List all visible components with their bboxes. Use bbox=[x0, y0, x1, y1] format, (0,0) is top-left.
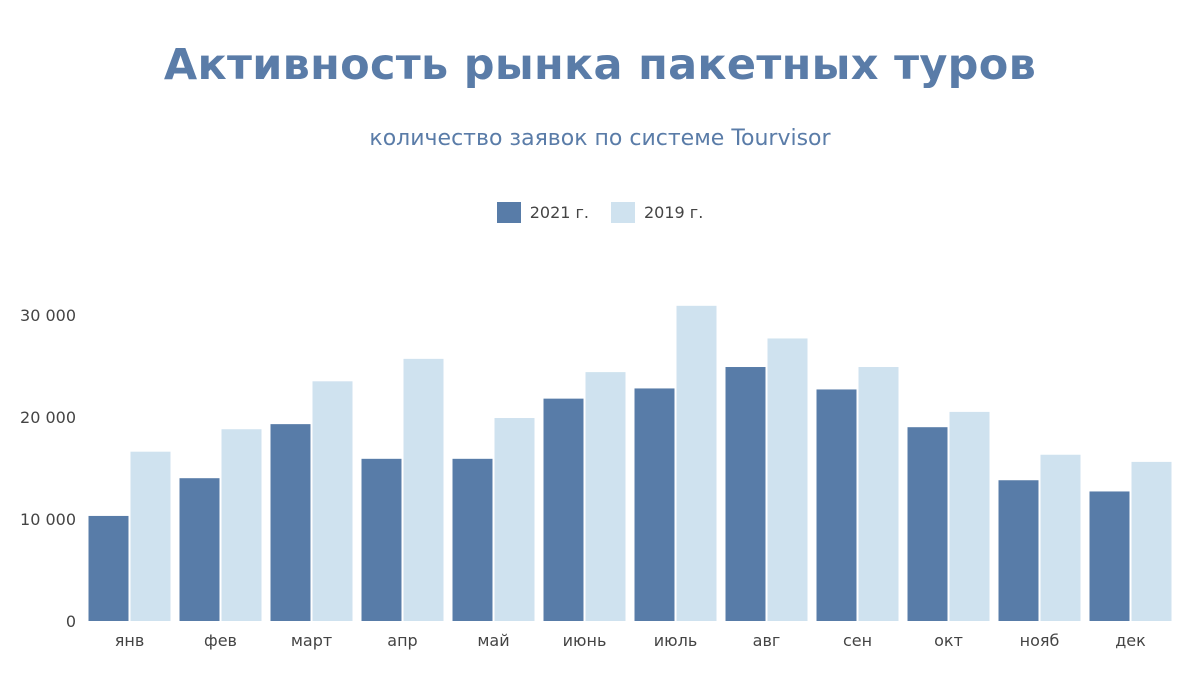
x-tick-label: апр bbox=[387, 631, 417, 650]
chart-title: Активность рынка пакетных туров bbox=[163, 40, 1037, 90]
x-tick-label: авг bbox=[753, 631, 781, 650]
legend-item-2019[interactable]: 2019 г. bbox=[611, 202, 703, 223]
x-tick-label: май bbox=[477, 631, 509, 650]
bar-2019-8[interactable] bbox=[858, 367, 899, 621]
bar-2019-7[interactable] bbox=[767, 338, 808, 621]
bar-2019-4[interactable] bbox=[494, 418, 535, 621]
bar-2019-3[interactable] bbox=[403, 358, 444, 621]
x-tick-label: июнь bbox=[563, 631, 607, 650]
bar-2019-11[interactable] bbox=[1131, 461, 1172, 621]
x-tick-label: окт bbox=[934, 631, 963, 650]
bar-2021-1[interactable] bbox=[179, 478, 220, 621]
bar-2021-9[interactable] bbox=[907, 427, 948, 621]
x-tick-label: июль bbox=[654, 631, 698, 650]
bar-2021-4[interactable] bbox=[452, 458, 493, 621]
legend-label-2021: 2021 г. bbox=[529, 203, 589, 222]
bar-2019-5[interactable] bbox=[585, 372, 626, 621]
bar-2021-0[interactable] bbox=[88, 515, 129, 621]
bar-2019-6[interactable] bbox=[676, 305, 717, 621]
bar-2021-8[interactable] bbox=[816, 389, 857, 621]
bar-2019-1[interactable] bbox=[221, 429, 262, 621]
bar-2019-9[interactable] bbox=[949, 411, 990, 621]
bar-2021-10[interactable] bbox=[998, 480, 1039, 621]
legend-item-2021[interactable]: 2021 г. bbox=[496, 202, 589, 223]
bar-2019-10[interactable] bbox=[1040, 454, 1081, 621]
y-tick-label: 20 000 bbox=[20, 408, 76, 427]
y-tick-label: 30 000 bbox=[20, 306, 76, 325]
x-tick-label: нояб bbox=[1020, 631, 1060, 650]
bar-2021-5[interactable] bbox=[543, 398, 584, 621]
x-tick-label: дек bbox=[1115, 631, 1146, 650]
legend-swatch-2019 bbox=[611, 202, 635, 223]
bar-2019-2[interactable] bbox=[312, 381, 353, 621]
y-tick-label: 10 000 bbox=[20, 510, 76, 529]
x-tick-label: март bbox=[291, 631, 332, 650]
y-tick-label: 0 bbox=[66, 612, 76, 631]
x-tick-label: янв bbox=[115, 631, 145, 650]
legend-swatch-2021 bbox=[496, 202, 521, 223]
legend: 2021 г. 2019 г. bbox=[0, 202, 1200, 223]
bar-2021-3[interactable] bbox=[361, 458, 402, 621]
x-tick-label: сен bbox=[843, 631, 872, 650]
bar-2019-0[interactable] bbox=[130, 451, 171, 621]
legend-label-2019: 2019 г. bbox=[644, 203, 704, 222]
bar-2021-11[interactable] bbox=[1089, 491, 1130, 621]
x-tick-label: фев bbox=[204, 631, 237, 650]
bar-2021-6[interactable] bbox=[634, 388, 675, 621]
bar-2021-2[interactable] bbox=[270, 424, 311, 621]
chart-subtitle: количество заявок по системе Tourvisor bbox=[369, 126, 831, 151]
bar-2021-7[interactable] bbox=[725, 367, 766, 621]
